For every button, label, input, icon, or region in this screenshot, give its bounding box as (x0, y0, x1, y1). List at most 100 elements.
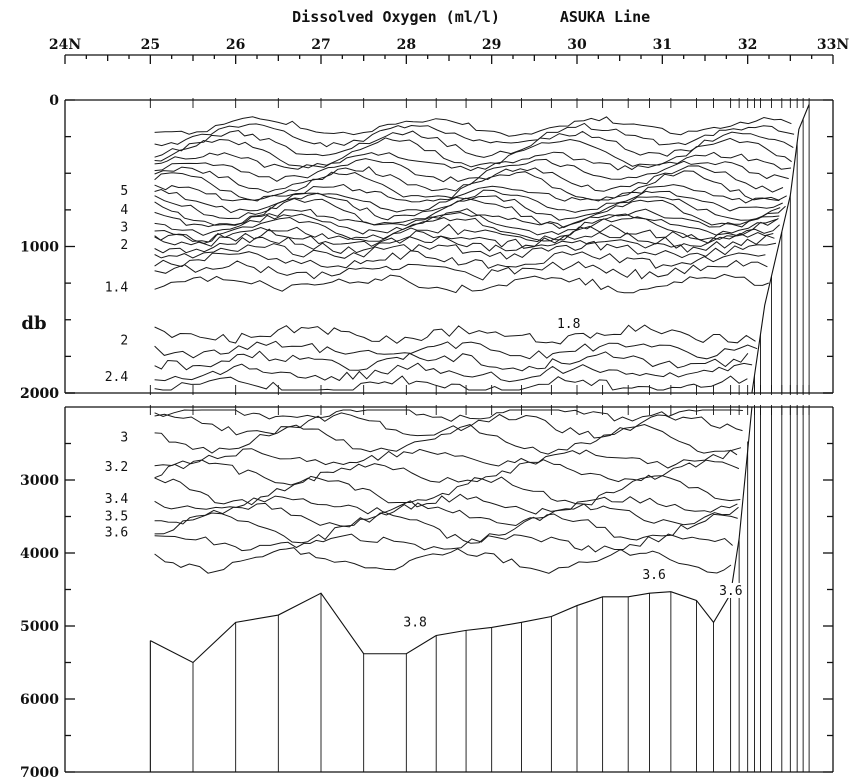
contour-label-background (100, 429, 133, 445)
upper-contour-line (154, 259, 768, 281)
lower-contour-line (154, 412, 743, 439)
upper-contour-line (154, 158, 789, 183)
contour-label: 2 (120, 333, 128, 348)
contour-label: 1.8 (557, 317, 580, 332)
x-tick-label: 32 (738, 37, 757, 53)
lower-contour-line (154, 493, 738, 515)
contour-label: 3.8 (403, 615, 426, 630)
title-group: Dissolved Oxygen (ml/l) ASUKA Line (292, 8, 650, 26)
upper-contour-line (154, 122, 795, 148)
upper-contour-line (154, 192, 781, 221)
lower-contour-line (154, 409, 743, 422)
contour-label: 4 (120, 203, 128, 218)
contour-label: 5 (120, 184, 128, 199)
contour-label: 3.6 (719, 584, 742, 599)
contour-label-background (714, 582, 747, 598)
contour-label: 2.4 (105, 370, 129, 385)
upper-contour-line (154, 234, 775, 254)
contour-label-background (100, 201, 133, 217)
upper-contour-line (154, 197, 786, 229)
lower-contour-line (154, 547, 732, 574)
contour-label-background (398, 614, 431, 630)
x-tick-label: 25 (141, 37, 160, 53)
contour-label-background (552, 316, 585, 332)
contour-label: 3 (120, 431, 128, 446)
seabed-profile-lower (150, 406, 753, 664)
upper-contour-line (154, 350, 749, 372)
upper-contour-line (154, 216, 779, 243)
contour-lines (154, 116, 795, 574)
contour-label: 3.5 (105, 510, 128, 525)
upper-contour-line (154, 208, 780, 229)
upper-contour-line (154, 151, 792, 172)
upper-contour-line (154, 223, 780, 244)
x-tick-label: 33N (817, 37, 849, 53)
chart-title: Dissolved Oxygen (ml/l) (292, 8, 500, 26)
contour-label-background (100, 219, 133, 235)
upper-contour-line (154, 362, 753, 383)
contour-label: 3.6 (642, 568, 665, 583)
x-tick-label: 28 (397, 37, 416, 53)
contour-label: 1.4 (105, 281, 129, 296)
x-tick-label: 27 (311, 37, 330, 53)
contour-label-background (100, 508, 133, 524)
x-tick-label: 26 (226, 37, 245, 53)
upper-contour-line (154, 273, 769, 294)
contour-label: 3.6 (105, 526, 128, 541)
lower-contour-line (154, 423, 742, 455)
plot-frame (64, 54, 834, 773)
upper-contour-line (154, 240, 777, 260)
contour-label-background (100, 182, 133, 198)
y-tick-label: 2000 (20, 386, 59, 402)
station-lines (149, 98, 810, 415)
contour-label-background (100, 458, 133, 474)
contour-label-background (100, 332, 133, 348)
lower-contour-line (154, 475, 741, 506)
y-tick-label: 6000 (20, 692, 59, 708)
y-tick-label: 4000 (20, 546, 59, 562)
x-tick-label: 31 (653, 37, 672, 53)
contour-label-background (100, 279, 133, 295)
upper-contour-line (154, 137, 792, 169)
y-axis-label: db (21, 313, 46, 334)
contour-label-background (100, 490, 133, 506)
contour-label-background (100, 524, 133, 540)
upper-contour-line (154, 211, 777, 236)
y-tick-label: 1000 (20, 240, 59, 256)
upper-contour-line (154, 170, 787, 202)
lower-contour-line (154, 448, 738, 469)
contour-label: 3.4 (105, 492, 129, 507)
y-tick-label: 5000 (20, 619, 59, 635)
lower-contour-line (154, 459, 740, 486)
contour-label-background (637, 566, 670, 582)
contour-label: 3.2 (105, 460, 128, 475)
upper-contour-line (154, 188, 783, 214)
lower-contour-line (154, 533, 733, 553)
bottom-topography (149, 104, 810, 772)
upper-contour-line (154, 375, 748, 391)
contour-label-background (100, 237, 133, 253)
upper-contour-line (154, 165, 784, 193)
y-tick-label: 2000 (20, 386, 59, 402)
upper-contour-line (154, 324, 756, 345)
x-tick-label: 29 (482, 37, 501, 53)
upper-contour-line (154, 250, 766, 269)
axis-ticks: 24N 25 26 27 28 29 30 31 32 33N010002000200030004… (20, 37, 849, 781)
upper-contour-line (154, 116, 792, 137)
seabed-profile-upper (751, 104, 810, 394)
section-name: ASUKA Line (560, 8, 650, 26)
contour-label-background (100, 368, 133, 384)
lower-contour-line (154, 502, 739, 528)
lower-contour-line (154, 511, 738, 544)
x-tick-label: 24N (49, 37, 81, 53)
contour-label: 2 (120, 238, 128, 253)
x-tick-label: 30 (567, 37, 587, 53)
upper-contour-line (154, 340, 758, 360)
upper-contour-line (154, 129, 794, 158)
y-tick-label: 0 (49, 93, 59, 109)
y-tick-label: 3000 (20, 473, 59, 489)
y-tick-label: 7000 (20, 765, 59, 781)
upper-contour-line (154, 183, 780, 204)
